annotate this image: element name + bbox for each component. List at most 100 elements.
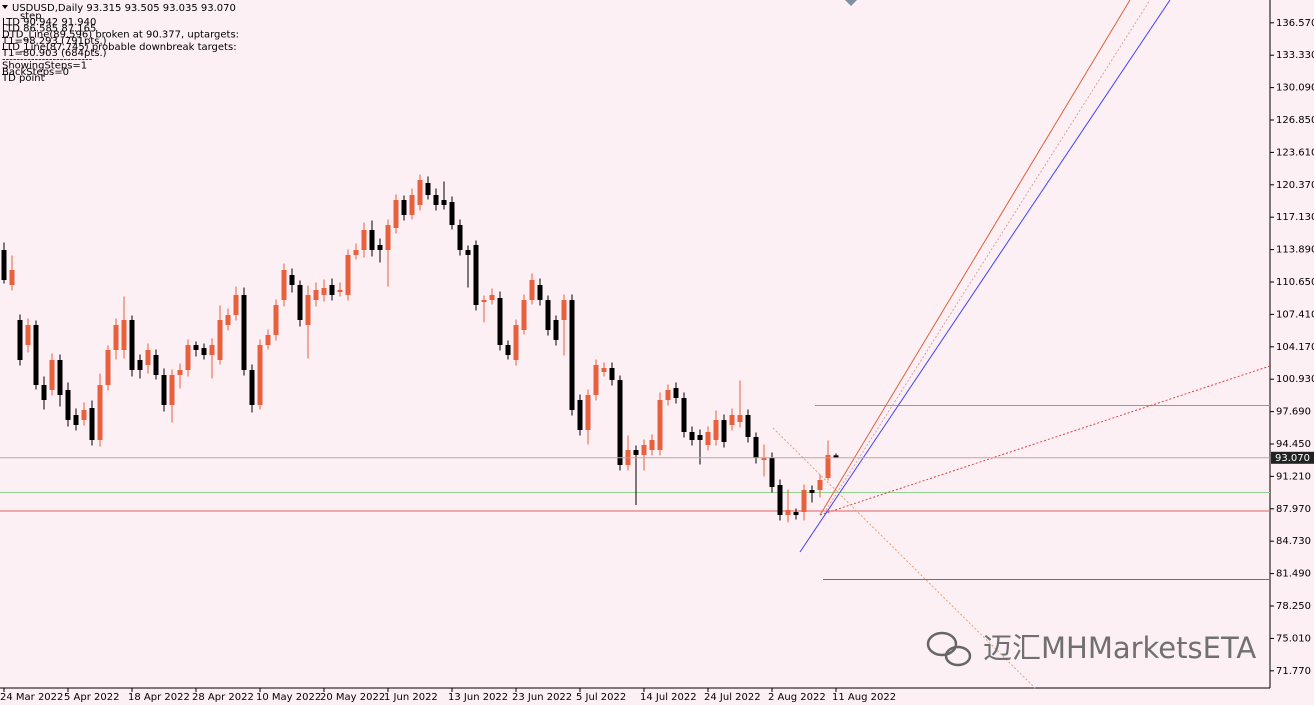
y-tick-label: 113.890: [1276, 245, 1314, 256]
candle-body: [89, 408, 95, 440]
x-tick-label: 5 Jul 2022: [576, 692, 626, 703]
candle-body: [113, 325, 119, 350]
y-tick-label: 117.130: [1276, 212, 1314, 223]
candle-body: [769, 458, 775, 487]
last-price-box: [1271, 451, 1314, 464]
candles: [1, 174, 839, 523]
candle-body: [185, 345, 191, 370]
candle-body: [65, 390, 71, 420]
candle-body: [137, 360, 143, 370]
candle-body: [785, 510, 791, 515]
candle-body: [833, 455, 839, 458]
trend-line: [819, 0, 1131, 516]
x-tick-label: 1 Jun 2022: [384, 692, 438, 703]
candle-body: [201, 348, 207, 355]
indicator-text: LTD 86.585 87.165: [2, 23, 96, 34]
candle-body: [105, 350, 111, 385]
indicator-text: step: [20, 11, 42, 22]
y-tick-label: 97.690: [1276, 407, 1311, 418]
candle-body: [425, 183, 431, 195]
candle-body: [121, 320, 127, 350]
candle-body: [713, 420, 719, 440]
candle-body: [809, 490, 815, 493]
candle-body: [297, 285, 303, 320]
candle-body: [33, 325, 39, 385]
candle-body: [545, 300, 551, 330]
candle-body: [97, 385, 103, 440]
candle-body: [177, 370, 183, 375]
y-tick-label: 126.850: [1276, 115, 1314, 126]
indicator-text: ShowingSteps=1: [2, 61, 87, 72]
y-tick-label: 87.970: [1276, 504, 1311, 515]
indicator-text: -------------------------: [2, 54, 93, 65]
candle-body: [777, 485, 783, 515]
candle-body: [217, 320, 223, 360]
x-tick-label: 18 Apr 2022: [128, 692, 190, 703]
candle-body: [729, 415, 735, 425]
candle-body: [577, 400, 583, 430]
candle-body: [73, 415, 79, 425]
candle-body: [801, 490, 807, 512]
candle-body: [657, 400, 663, 450]
y-tick-label: 94.450: [1276, 439, 1311, 450]
candle-body: [825, 455, 831, 478]
candle-body: [817, 480, 823, 490]
shift-marker: [845, 0, 857, 6]
candle-body: [153, 355, 159, 375]
candle-body: [193, 345, 199, 350]
x-tick-label: 20 May 2022: [320, 692, 385, 703]
indicator-text: BackSteps=0: [2, 67, 69, 78]
y-tick-label: 133.330: [1276, 50, 1314, 61]
y-tick-label: 71.770: [1276, 666, 1311, 677]
candle-body: [393, 200, 399, 228]
candle-body: [617, 380, 623, 465]
candle-body: [489, 295, 495, 300]
candle-body: [257, 345, 263, 405]
candle-body: [145, 350, 151, 365]
candle-body: [441, 200, 447, 205]
candle-body: [369, 230, 375, 250]
indicator-text: LTD 90.942 91.940: [2, 17, 96, 28]
y-tick-label: 130.090: [1276, 83, 1314, 94]
trend-line: [819, 365, 1271, 516]
candle-body: [761, 458, 767, 460]
candle-body: [601, 368, 607, 372]
candle-body: [793, 512, 799, 515]
candle-body: [473, 245, 479, 305]
collapse-icon[interactable]: [2, 5, 8, 9]
candle-body: [569, 300, 575, 410]
x-tick-label: 28 Apr 2022: [192, 692, 254, 703]
indicator-text: DTD_Line(89.596) broken at 90.377, uptar…: [2, 30, 239, 41]
candle-body: [241, 295, 247, 370]
candle-body: [521, 300, 527, 330]
candle-body: [689, 432, 695, 440]
x-tick-label: 13 Jun 2022: [448, 692, 508, 703]
x-tick-label: 10 May 2022: [256, 692, 321, 703]
candle-body: [745, 415, 751, 437]
candle-body: [41, 385, 47, 400]
x-tick-label: 5 Apr 2022: [64, 692, 119, 703]
trend-line: [772, 427, 1036, 689]
candle-body: [385, 225, 391, 250]
candle-body: [129, 320, 135, 370]
candle-body: [281, 270, 287, 300]
x-tick-label: 2 Aug 2022: [768, 692, 826, 703]
x-tick-label: 24 Jul 2022: [704, 692, 761, 703]
wechat-icon: [926, 631, 972, 667]
candle-body: [633, 450, 639, 455]
y-tick-label: 78.250: [1276, 601, 1311, 612]
candle-body: [641, 445, 647, 455]
candle-body: [497, 298, 503, 345]
candle-body: [553, 320, 559, 340]
candle-body: [361, 230, 367, 250]
candle-body: [225, 315, 231, 325]
chart-title: USDUSD,Daily 93.315 93.505 93.035 93.070: [12, 3, 236, 14]
candle-body: [681, 398, 687, 432]
candle-body: [81, 410, 87, 420]
candle-body: [529, 280, 535, 300]
y-tick-label: 81.490: [1276, 569, 1311, 580]
candle-body: [273, 305, 279, 335]
candle-body: [57, 360, 63, 395]
candle-body: [737, 415, 743, 422]
